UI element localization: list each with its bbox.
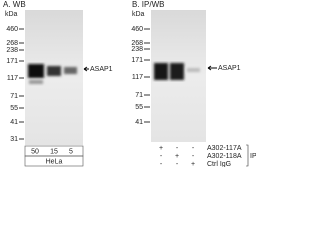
marker-label: 71: [10, 93, 18, 100]
lane-label: 5: [69, 148, 73, 155]
marker-label: 171: [131, 57, 143, 64]
panel-title: B. IP/WB: [132, 0, 164, 9]
sign: -: [160, 153, 163, 160]
marker-label: 238: [6, 47, 18, 54]
target-label: ASAP1: [90, 66, 113, 73]
sign: +: [159, 145, 163, 152]
marker-label: 117: [7, 75, 18, 82]
marker-label: 31: [10, 136, 18, 143]
marker-label: 41: [135, 119, 143, 126]
marker-label: 460: [6, 26, 18, 33]
sign: -: [176, 161, 179, 167]
marker-label: 55: [10, 105, 18, 112]
bands: [154, 63, 200, 80]
row-label: Ctrl IgG: [207, 161, 231, 167]
marker-label: 268: [6, 40, 18, 47]
marker-label: 460: [131, 26, 143, 33]
unit-label: kDa: [5, 11, 18, 18]
marker-label: 171: [6, 58, 18, 65]
sign: -: [176, 145, 179, 152]
marker-label: 71: [135, 92, 143, 99]
row-label: A302-117A: [207, 145, 242, 152]
marker-label: 238: [131, 46, 143, 53]
sign: +: [191, 161, 195, 167]
sign: +: [175, 153, 179, 160]
group-label: IP: [250, 153, 256, 160]
lane-label: 50: [31, 148, 39, 155]
sample-box: [24, 155, 84, 167]
row-label: A302-118A: [207, 153, 242, 160]
target-label: ASAP1: [218, 65, 241, 72]
sign: -: [192, 153, 195, 160]
unit-label: kDa: [132, 11, 145, 18]
panel-a: A. WB kDa ASAP1 HeLa: [3, 0, 113, 167]
arrow: [207, 65, 217, 71]
marker-label: 41: [10, 119, 18, 126]
panel-b: B. IP/WB kDa ASAP1 IP: [132, 0, 256, 167]
panel-title: A. WB: [3, 0, 26, 9]
marker-label: 117: [132, 74, 143, 81]
marker-label: 55: [135, 104, 143, 111]
bracket: [246, 144, 249, 167]
sign: -: [192, 145, 195, 152]
lane-label: 15: [50, 148, 58, 155]
sign: -: [160, 161, 163, 167]
figure: A. WB kDa ASAP1 HeLa B. IP/WB kDa ASAP1 …: [3, 0, 256, 167]
sample-label: HeLa: [46, 158, 63, 165]
marker-label: 268: [131, 40, 143, 47]
arrow: [83, 66, 89, 72]
bands: [28, 64, 77, 84]
